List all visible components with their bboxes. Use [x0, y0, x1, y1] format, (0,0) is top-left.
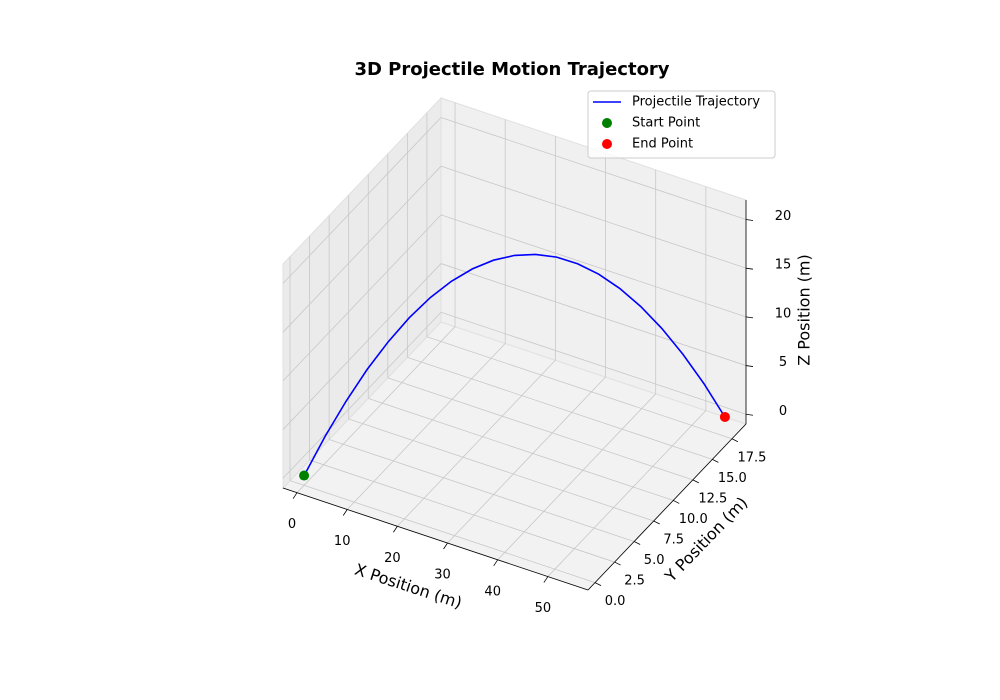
- z-tick-label: 10: [775, 306, 792, 321]
- grid-line: [282, 311, 442, 479]
- legend-label: End Point: [632, 137, 693, 152]
- plot-area: 0 10 20 30 40 50 0.0 2.5 5.0 7.5 10.0 12.5 15.0 17.5 0…: [282, 96, 792, 616]
- trajectory-line: [303, 253, 726, 476]
- grid-line: [440, 263, 747, 366]
- x-tick-label: 10: [334, 534, 351, 549]
- tick-mark: [342, 509, 348, 516]
- grid-line: [387, 377, 693, 481]
- grid-line: [329, 439, 635, 542]
- z-tick-label: 0: [779, 404, 787, 419]
- tick-mark: [712, 458, 719, 463]
- grid-line: [309, 459, 615, 563]
- z-tick-label: 15: [775, 258, 792, 273]
- tick-mark: [543, 576, 549, 583]
- legend-label: Projectile Trajectory: [632, 95, 760, 110]
- x-tick-label: 50: [535, 601, 552, 616]
- grid-line: [440, 117, 747, 220]
- point-marker: [299, 470, 310, 481]
- tick-mark: [633, 541, 641, 545]
- grid-line: [440, 311, 747, 415]
- chart-title: 3D Projectile Motion Trajectory: [354, 59, 669, 80]
- x-axis: [282, 487, 589, 591]
- grid-line: [348, 418, 654, 522]
- tick-mark: [745, 365, 754, 367]
- legend-label: Start Point: [632, 116, 700, 131]
- grid-line: [368, 398, 674, 501]
- tick-mark: [673, 500, 680, 504]
- grid-line: [282, 263, 442, 430]
- y-tick-label: 2.5: [624, 574, 645, 589]
- z-tick-label: 20: [775, 209, 792, 224]
- x-tick-label: 0: [288, 517, 296, 532]
- x-tick-label: 20: [384, 551, 401, 566]
- grid-line: [440, 214, 747, 318]
- grid-line: [426, 336, 733, 440]
- y-tick-label: 0.0: [605, 594, 626, 609]
- tick-mark: [443, 542, 448, 550]
- tick-mark: [393, 526, 398, 533]
- z-tick-label: 5: [779, 355, 787, 370]
- y-axis: [587, 423, 747, 591]
- grid-line: [289, 480, 596, 583]
- tick-mark: [614, 561, 621, 566]
- y-tick-label: 7.5: [663, 532, 684, 547]
- grid-line: [407, 356, 713, 460]
- x-tick-label: 40: [484, 584, 501, 599]
- tick-mark: [745, 267, 754, 270]
- tick-mark: [594, 582, 602, 586]
- legend: Projectile Trajectory Start Point End Poin…: [587, 90, 776, 159]
- grid-line: [282, 165, 442, 333]
- legend-swatch: [602, 118, 612, 128]
- tick-mark: [731, 438, 739, 443]
- legend-box: [587, 90, 776, 159]
- y-tick-label: 10.0: [679, 512, 708, 527]
- z-axis-label: Z Position (m): [795, 254, 814, 366]
- x-tick-label: 30: [434, 568, 451, 583]
- tick-mark: [745, 413, 754, 416]
- tick-mark: [745, 316, 754, 319]
- grid-line: [440, 165, 747, 269]
- y-tick-label: 17.5: [737, 450, 766, 465]
- point-marker: [719, 411, 730, 422]
- y-tick-label: 5.0: [644, 553, 665, 568]
- tick-mark: [745, 219, 754, 221]
- grid-line: [282, 117, 442, 284]
- y-tick-label: 12.5: [698, 491, 727, 506]
- tick-mark: [493, 559, 499, 567]
- legend-swatch: [602, 139, 612, 149]
- tick-mark: [292, 492, 298, 499]
- grid-line: [282, 214, 442, 382]
- tick-mark: [653, 520, 660, 525]
- tick-mark: [692, 479, 699, 484]
- y-tick-label: 15.0: [718, 471, 747, 486]
